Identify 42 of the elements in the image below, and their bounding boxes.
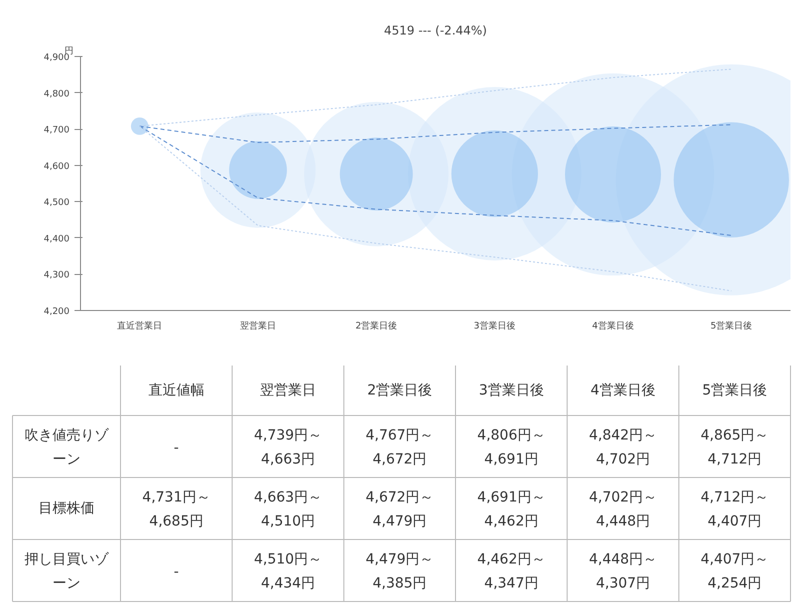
y-tick-label: 4,700 bbox=[44, 126, 70, 136]
text: 4,510円～4,434円 bbox=[254, 552, 322, 592]
y-tick-label: 4,800 bbox=[44, 89, 70, 100]
text: 4,806円～4,691円 bbox=[477, 428, 546, 468]
x-tick-label: 4営業日後 bbox=[590, 382, 656, 398]
x-tick-label: 翌営業日 bbox=[240, 320, 276, 332]
x-tick-label: 4営業日後 bbox=[592, 320, 634, 332]
text: 4,663円～4,510円 bbox=[254, 490, 322, 530]
x-tick-label: 2営業日後 bbox=[367, 382, 432, 398]
text: 4,865円～4,712円 bbox=[700, 428, 769, 468]
text: 4,731円～4,685円 bbox=[142, 490, 210, 530]
y-tick-label: 4,200 bbox=[44, 307, 70, 317]
x-tick-label: 直近値幅 bbox=[148, 382, 204, 398]
text: 4,702円～4,448円 bbox=[588, 490, 658, 530]
y-tick-label: 4,300 bbox=[44, 270, 70, 281]
x-tick-label: 5営業日後 bbox=[702, 382, 768, 398]
text: 4,842円～4,702円 bbox=[588, 428, 658, 468]
text: 4,462円～4,347円 bbox=[477, 552, 546, 592]
x-tick-label: 3営業日後 bbox=[478, 382, 544, 398]
text: 4,672円～4,479円 bbox=[366, 490, 434, 530]
text: - bbox=[174, 564, 179, 580]
x-tick-label: 3営業日後 bbox=[474, 320, 516, 332]
text: 4,739円～4,663円 bbox=[254, 428, 322, 468]
x-tick-label: 直近営業日 bbox=[117, 320, 162, 332]
y-tick-label: 目標株価 bbox=[38, 500, 94, 516]
y-tick-label: 吹き値売りゾーン bbox=[24, 428, 110, 468]
text: 4,448円～4,307円 bbox=[588, 552, 658, 592]
text: - bbox=[174, 440, 179, 456]
y-tick-label: 4,900 bbox=[44, 53, 70, 63]
x-tick-label: 5営業日後 bbox=[710, 320, 752, 332]
text: 4,407円～4,254円 bbox=[700, 552, 769, 592]
y-tick-label: 4,400 bbox=[44, 234, 70, 244]
x-tick-label: 翌営業日 bbox=[260, 382, 316, 398]
y-tick-label: 4,600 bbox=[44, 162, 70, 172]
text: 4,691円～4,462円 bbox=[477, 490, 546, 530]
x-tick-label: 2営業日後 bbox=[355, 320, 398, 332]
text: 4,712円～4,407円 bbox=[700, 490, 769, 530]
y-tick-label: 4,500 bbox=[44, 198, 70, 208]
chart-title: 4519 --- (-2.44%) bbox=[384, 24, 487, 38]
text: 4,479円～4,385円 bbox=[366, 552, 434, 592]
y-tick-label: 押し目買いゾーン bbox=[24, 552, 110, 592]
text: 4,767円～4,672円 bbox=[366, 428, 434, 468]
